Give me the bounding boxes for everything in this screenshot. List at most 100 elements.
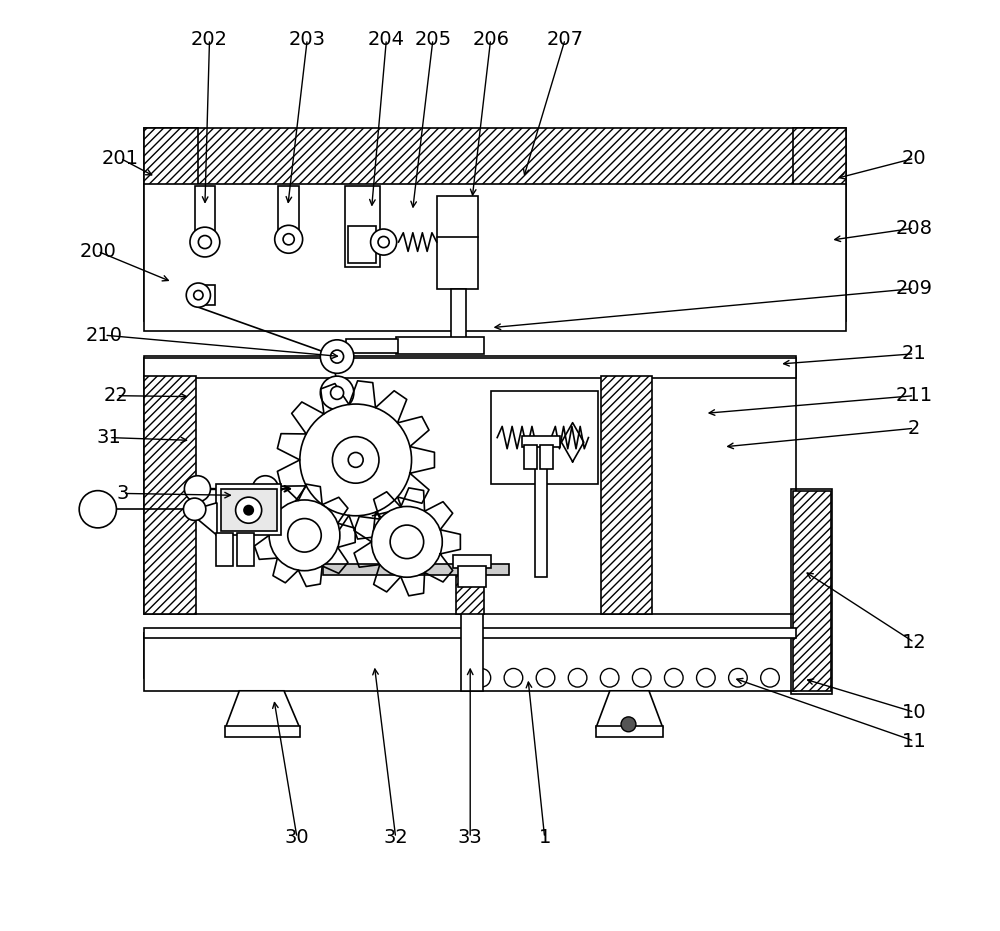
- Bar: [535, 442, 547, 577]
- Polygon shape: [596, 691, 663, 728]
- Text: 209: 209: [896, 279, 933, 298]
- Circle shape: [244, 506, 253, 515]
- Text: 208: 208: [896, 219, 933, 237]
- Bar: [144, 128, 846, 186]
- Bar: [216, 533, 233, 566]
- Circle shape: [300, 404, 412, 516]
- Text: 206: 206: [472, 30, 509, 48]
- Circle shape: [504, 668, 523, 687]
- Text: 12: 12: [902, 633, 927, 652]
- Bar: [345, 186, 380, 267]
- Circle shape: [632, 668, 651, 687]
- Circle shape: [371, 229, 397, 255]
- Text: 11: 11: [902, 732, 927, 750]
- Bar: [144, 358, 796, 378]
- Text: 204: 204: [368, 30, 405, 48]
- Bar: [193, 285, 215, 305]
- Circle shape: [372, 506, 442, 577]
- Bar: [461, 560, 483, 691]
- Text: 203: 203: [289, 30, 326, 48]
- Circle shape: [320, 376, 354, 410]
- Bar: [456, 559, 484, 614]
- Text: 31: 31: [97, 428, 121, 447]
- Bar: [144, 376, 196, 614]
- Bar: [216, 484, 281, 535]
- Bar: [453, 555, 491, 568]
- Text: 205: 205: [414, 30, 452, 48]
- Bar: [491, 391, 598, 484]
- Circle shape: [198, 236, 211, 249]
- Circle shape: [275, 225, 303, 253]
- Circle shape: [236, 497, 262, 523]
- Circle shape: [729, 668, 747, 687]
- Text: 1: 1: [539, 829, 551, 847]
- Text: 33: 33: [458, 829, 483, 847]
- Circle shape: [536, 668, 555, 687]
- Bar: [225, 726, 300, 737]
- Text: 21: 21: [902, 344, 927, 363]
- Circle shape: [283, 234, 294, 245]
- Circle shape: [390, 525, 424, 559]
- Bar: [144, 633, 796, 678]
- Polygon shape: [195, 503, 217, 535]
- Text: 202: 202: [191, 30, 228, 48]
- Circle shape: [697, 668, 715, 687]
- Bar: [323, 564, 509, 575]
- Bar: [195, 186, 215, 247]
- Circle shape: [184, 476, 210, 502]
- Text: 32: 32: [383, 829, 408, 847]
- Circle shape: [320, 340, 354, 373]
- Bar: [144, 633, 796, 691]
- Text: 210: 210: [86, 326, 123, 344]
- Bar: [237, 533, 254, 566]
- Text: 201: 201: [102, 149, 139, 168]
- Bar: [144, 184, 846, 331]
- Bar: [346, 339, 398, 353]
- Circle shape: [348, 452, 363, 467]
- Bar: [458, 566, 486, 587]
- Text: 20: 20: [902, 149, 927, 168]
- Bar: [144, 356, 796, 614]
- Text: 200: 200: [79, 242, 116, 261]
- Bar: [396, 337, 484, 354]
- Bar: [601, 376, 652, 614]
- Bar: [144, 628, 796, 638]
- Bar: [348, 226, 376, 263]
- Bar: [522, 436, 560, 447]
- Circle shape: [331, 386, 344, 399]
- Text: 211: 211: [896, 386, 933, 405]
- Circle shape: [568, 668, 587, 687]
- Circle shape: [288, 519, 321, 552]
- Circle shape: [190, 227, 220, 257]
- Circle shape: [79, 491, 116, 528]
- Circle shape: [331, 350, 344, 363]
- Circle shape: [378, 236, 389, 248]
- Bar: [524, 445, 537, 469]
- Bar: [793, 491, 831, 691]
- Bar: [596, 726, 663, 737]
- Circle shape: [472, 668, 491, 687]
- Text: 3: 3: [117, 484, 129, 503]
- Text: 30: 30: [285, 829, 309, 847]
- Text: 207: 207: [547, 30, 584, 48]
- Circle shape: [183, 498, 206, 520]
- Bar: [451, 289, 466, 340]
- Circle shape: [252, 476, 278, 502]
- Circle shape: [664, 668, 683, 687]
- Circle shape: [186, 283, 210, 307]
- Text: 10: 10: [902, 703, 927, 722]
- Polygon shape: [225, 691, 300, 728]
- Bar: [793, 128, 846, 321]
- Bar: [144, 128, 198, 321]
- Circle shape: [332, 437, 379, 483]
- Circle shape: [621, 717, 636, 732]
- Bar: [540, 445, 553, 469]
- Text: 22: 22: [104, 386, 129, 405]
- Text: 2: 2: [908, 419, 920, 438]
- Circle shape: [761, 668, 779, 687]
- Bar: [437, 196, 478, 289]
- Circle shape: [194, 290, 203, 300]
- Circle shape: [269, 500, 340, 571]
- Bar: [221, 489, 277, 531]
- Bar: [278, 186, 299, 247]
